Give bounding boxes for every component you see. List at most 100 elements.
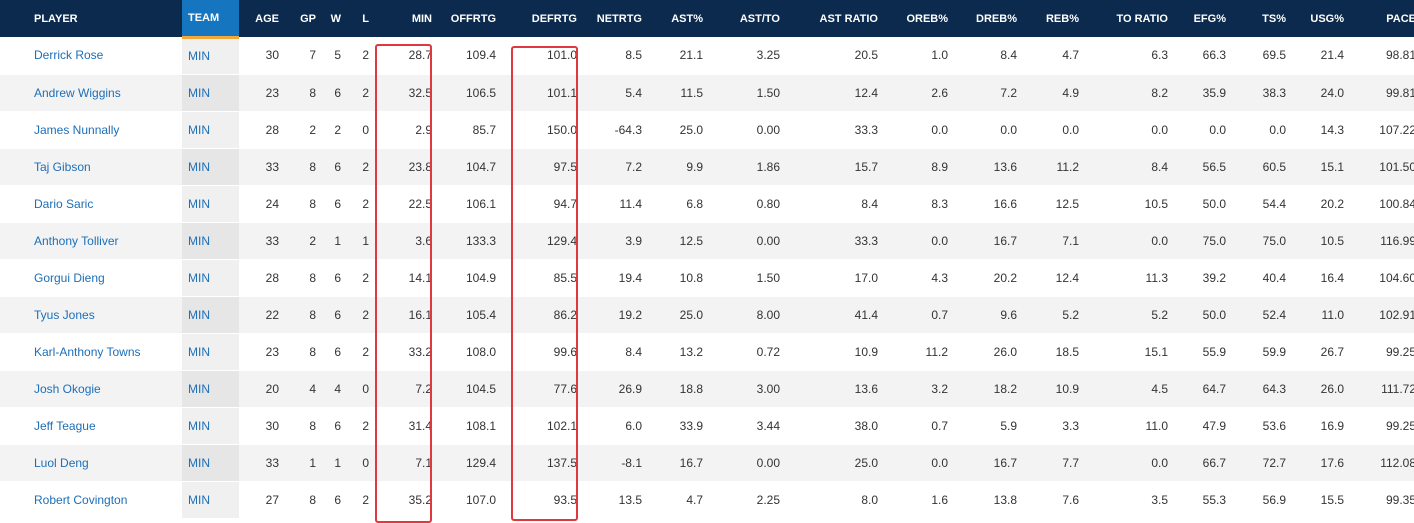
efg-pct-cell: 55.9 (1174, 333, 1232, 371)
player-name-link[interactable]: James Nunnally (34, 122, 120, 137)
ast-pct-cell: 25.0 (648, 296, 709, 334)
w-cell: 6 (322, 185, 347, 223)
ts-pct-cell: 38.3 (1232, 74, 1292, 112)
column-header-dreb-pct[interactable]: DREB% (976, 12, 1017, 25)
team-link[interactable]: MIN (188, 196, 210, 211)
team-link[interactable]: MIN (188, 492, 210, 507)
player-name-link[interactable]: Andrew Wiggins (34, 85, 121, 100)
netrtg-cell: 13.5 (583, 481, 648, 519)
ast-to-cell: 3.44 (709, 407, 786, 445)
column-header-ast-to[interactable]: AST/TO (739, 12, 780, 25)
ast-to-cell: 0.00 (709, 444, 786, 482)
gp-cell: 2 (285, 222, 322, 260)
column-header-offrtg[interactable]: OFFRTG (450, 12, 496, 25)
ts-pct-cell: 64.3 (1232, 370, 1292, 408)
player-name-link[interactable]: Jeff Teague (34, 418, 96, 433)
column-header-l[interactable]: L (362, 12, 369, 25)
table-header-row: PLAYER TEAM AGE GP W L MIN OFFRTG DEFRTG NETRTG AS… (0, 0, 1414, 39)
gp-cell: 8 (285, 74, 322, 112)
player-name-link[interactable]: Tyus Jones (34, 307, 95, 322)
column-header-defrtg[interactable]: DEFRTG (531, 12, 577, 25)
w-cell: 6 (322, 74, 347, 112)
ts-pct-cell: 0.0 (1232, 111, 1292, 149)
team-link[interactable]: MIN (188, 122, 210, 137)
to-ratio-cell: 6.3 (1085, 37, 1174, 75)
usg-pct-cell: 16.4 (1292, 259, 1350, 297)
offrtg-cell: 106.1 (438, 185, 502, 223)
player-cell: Dario Saric (0, 185, 182, 223)
column-header-pace[interactable]: PACE (1386, 12, 1414, 25)
ast-ratio-cell: 41.4 (786, 296, 884, 334)
dreb-pct-cell: 8.4 (954, 37, 1023, 75)
column-header-to-ratio[interactable]: TO RATIO (1116, 12, 1168, 25)
column-header-w[interactable]: W (330, 12, 341, 25)
player-name-link[interactable]: Josh Okogie (34, 381, 101, 396)
player-name-link[interactable]: Anthony Tolliver (34, 233, 119, 248)
team-link[interactable]: MIN (188, 344, 210, 359)
team-link[interactable]: MIN (188, 233, 210, 248)
team-cell: MIN (182, 333, 239, 371)
player-name-link[interactable]: Gorgui Dieng (34, 270, 105, 285)
player-name-link[interactable]: Luol Deng (34, 455, 89, 470)
player-name-link[interactable]: Karl-Anthony Towns (34, 344, 141, 359)
ast-pct-cell: 6.8 (648, 185, 709, 223)
team-link[interactable]: MIN (188, 85, 210, 100)
team-link[interactable]: MIN (188, 307, 210, 322)
column-header-reb-pct[interactable]: REB% (1045, 12, 1079, 25)
column-header-player[interactable]: PLAYER (34, 12, 78, 25)
usg-pct-cell: 21.4 (1292, 37, 1350, 75)
reb-pct-cell: 7.6 (1023, 481, 1085, 519)
ts-pct-cell: 72.7 (1232, 444, 1292, 482)
table-body: Derrick Rose MIN 30 7 5 2 28.7 109.4 101.0 8.5 21.… (0, 37, 1414, 519)
dreb-pct-cell: 7.2 (954, 74, 1023, 112)
dreb-pct-cell: 13.6 (954, 148, 1023, 186)
defrtg-cell: 150.0 (502, 111, 583, 149)
column-header-age[interactable]: AGE (255, 12, 279, 25)
team-link[interactable]: MIN (188, 159, 210, 174)
column-header-ts-pct[interactable]: TS% (1262, 12, 1286, 25)
column-header-oreb-pct[interactable]: OREB% (906, 12, 948, 25)
gp-cell: 2 (285, 111, 322, 149)
offrtg-cell: 104.7 (438, 148, 502, 186)
netrtg-cell: 11.4 (583, 185, 648, 223)
team-link[interactable]: MIN (188, 455, 210, 470)
offrtg-cell: 107.0 (438, 481, 502, 519)
column-header-min[interactable]: MIN (411, 12, 432, 25)
offrtg-cell: 108.0 (438, 333, 502, 371)
ast-ratio-cell: 8.4 (786, 185, 884, 223)
defrtg-cell: 137.5 (502, 444, 583, 482)
ts-pct-cell: 52.4 (1232, 296, 1292, 334)
team-cell: MIN (182, 296, 239, 334)
column-header-netrtg[interactable]: NETRTG (596, 12, 642, 25)
usg-pct-cell: 15.5 (1292, 481, 1350, 519)
team-link[interactable]: MIN (188, 270, 210, 285)
usg-pct-cell: 26.7 (1292, 333, 1350, 371)
gp-cell: 1 (285, 444, 322, 482)
player-name-link[interactable]: Taj Gibson (34, 159, 91, 174)
ast-to-cell: 1.86 (709, 148, 786, 186)
gp-cell: 7 (285, 37, 322, 75)
offrtg-cell: 133.3 (438, 222, 502, 260)
column-header-ast-pct[interactable]: AST% (671, 12, 703, 25)
column-header-gp[interactable]: GP (300, 12, 316, 25)
team-link[interactable]: MIN (188, 418, 210, 433)
ast-pct-cell: 33.9 (648, 407, 709, 445)
w-cell: 2 (322, 111, 347, 149)
pace-cell: 112.08 (1350, 444, 1414, 482)
column-header-ast-ratio[interactable]: AST RATIO (819, 12, 878, 25)
defrtg-cell: 93.5 (502, 481, 583, 519)
player-name-link[interactable]: Dario Saric (34, 196, 94, 211)
pace-cell: 102.91 (1350, 296, 1414, 334)
team-link[interactable]: MIN (188, 381, 210, 396)
pace-cell: 99.25 (1350, 333, 1414, 371)
w-cell: 6 (322, 259, 347, 297)
column-header-team[interactable]: TEAM (182, 0, 239, 39)
player-name-link[interactable]: Derrick Rose (34, 48, 104, 63)
team-link[interactable]: MIN (188, 49, 210, 63)
player-name-link[interactable]: Robert Covington (34, 492, 128, 507)
column-header-efg-pct[interactable]: EFG% (1193, 12, 1226, 25)
age-cell: 22 (239, 296, 285, 334)
to-ratio-cell: 8.4 (1085, 148, 1174, 186)
column-header-usg-pct[interactable]: USG% (1310, 12, 1344, 25)
